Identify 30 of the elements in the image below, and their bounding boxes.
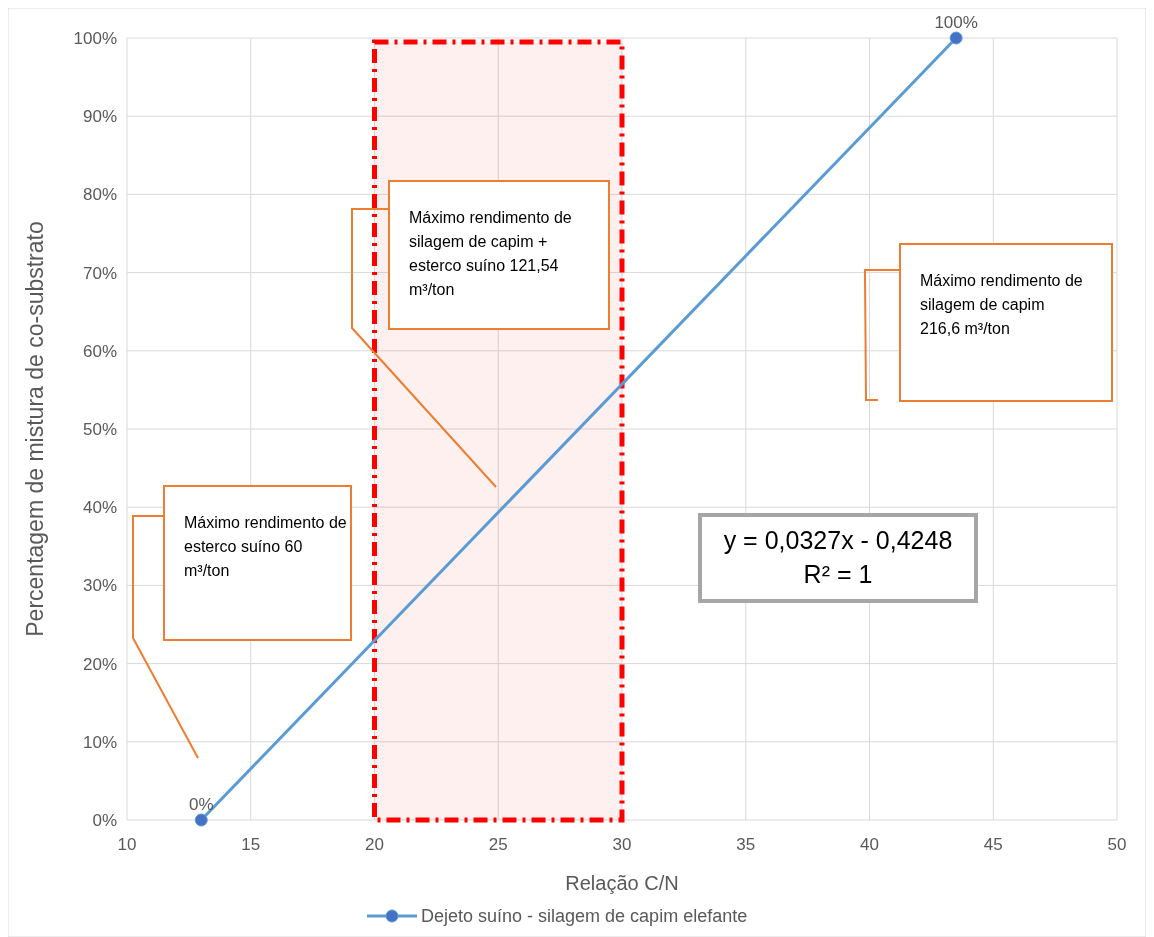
- x-tick-label: 30: [612, 835, 632, 854]
- x-tick-label: 35: [736, 835, 756, 854]
- y-tick-label: 0%: [92, 811, 117, 830]
- annotation: Máximo rendimento de silagem de capim + esterco suíno 121,54 m³/ton: [409, 209, 572, 298]
- x-tick-label: 20: [365, 835, 384, 854]
- x-tick-label: 10: [117, 835, 137, 854]
- annotation: y = 0,0327x - 0,4248: [723, 526, 953, 554]
- y-tick-label: 10%: [82, 732, 117, 752]
- x-tick-label: 15: [241, 835, 261, 854]
- y-tick-label: 100%: [73, 29, 117, 48]
- annotation: Máximo rendimento de silagem de capim 216,6 m³/ton: [920, 272, 1083, 337]
- y-tick-label: 70%: [82, 263, 117, 283]
- y-tick-label: 40%: [82, 498, 117, 518]
- x-tick-label: 50: [1107, 835, 1127, 854]
- y-tick-label: 80%: [82, 185, 117, 205]
- annotation: Máximo rendimento de esterco suíno 60 m³/ton: [184, 514, 347, 579]
- x-axis-title: Relação C/N: [565, 872, 679, 894]
- y-axis-title: Percentagem de mistura de co-substrato: [22, 221, 48, 637]
- x-tick-label: 45: [983, 835, 1003, 854]
- annotation: R² = 1: [803, 560, 873, 588]
- data-label: 0%: [188, 795, 214, 814]
- y-tick-label: 90%: [82, 107, 117, 127]
- x-tick-label: 40: [860, 835, 879, 854]
- legend-label: Dejeto suíno - silagem de capim elefante: [421, 906, 748, 926]
- y-tick-label: 60%: [82, 341, 117, 361]
- y-tick-label: 30%: [82, 576, 117, 596]
- data-label: 100%: [934, 13, 978, 32]
- y-tick-label: 20%: [82, 654, 117, 674]
- x-tick-label: 25: [488, 835, 508, 854]
- y-tick-label: 50%: [82, 420, 117, 439]
